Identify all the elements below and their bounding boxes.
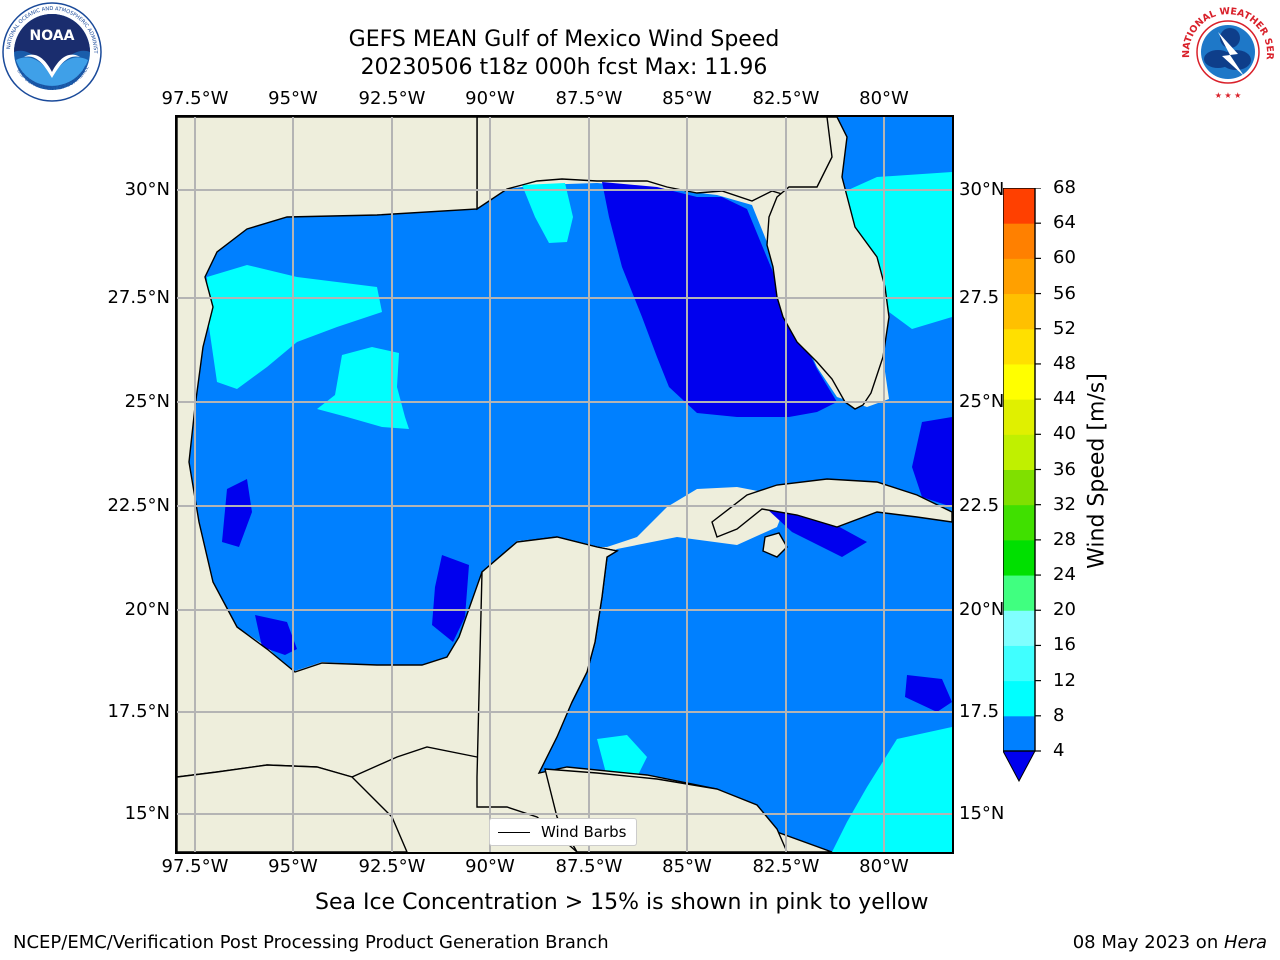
colorbar-tick-label: 36: [1053, 458, 1076, 480]
colorbar-tick-label: 28: [1053, 528, 1076, 550]
colorbar-band: [1003, 188, 1035, 224]
colorbar-band: [1003, 504, 1035, 541]
colorbar-tick-label: 60: [1053, 247, 1076, 269]
legend-label: Wind Barbs: [541, 823, 627, 841]
lon-tick-top: 92.5°W: [358, 88, 426, 109]
lon-tick-bottom: 95°W: [268, 856, 318, 877]
cyan-patch-yucatan: [597, 735, 647, 777]
colorbar-tick-label: 4: [1053, 740, 1065, 761]
colorbar-tick-label: 64: [1053, 212, 1076, 234]
noaa-logo: NOAA NATIONAL OCEANIC AND ATMOSPHERIC AD…: [2, 2, 102, 102]
darkblue-patch-bay-campeche: [432, 555, 469, 642]
cyan-patch-mississippi: [522, 183, 573, 243]
cyan-patch-southeast: [832, 727, 952, 852]
darkblue-patch-west: [222, 479, 252, 547]
lon-tick-bottom: 90°W: [465, 856, 515, 877]
colorbar-tick-label: 32: [1053, 493, 1076, 515]
lat-tick-right: 25°N: [959, 391, 1005, 412]
lon-tick-bottom: 80°W: [859, 856, 909, 877]
legend: Wind Barbs: [489, 818, 637, 846]
lat-tick-right: 17.5: [959, 701, 1000, 722]
lon-tick-bottom: 87.5°W: [555, 856, 623, 877]
lon-tick-bottom: 97.5°W: [161, 856, 229, 877]
lon-tick-top: 95°W: [268, 88, 318, 109]
colorbar-band: [1003, 328, 1035, 365]
lat-tick-right: 20°N: [959, 599, 1005, 620]
colorbar: [1003, 188, 1041, 782]
colorbar-tick-label: 8: [1053, 704, 1065, 726]
lat-tick-left: 30°N: [124, 179, 170, 200]
lon-tick-bottom: 92.5°W: [358, 856, 426, 877]
footer-credit: NCEP/EMC/Verification Post Processing Pr…: [13, 932, 609, 953]
colorbar-band: [1003, 575, 1035, 611]
darkblue-patch-caribbean: [905, 675, 952, 712]
lon-tick-top: 97.5°W: [161, 88, 229, 109]
darkblue-patch-veracruz: [255, 615, 297, 655]
lat-tick-right: 15°N: [959, 803, 1005, 824]
colorbar-tick-label: 52: [1053, 317, 1076, 339]
lat-tick-left: 15°N: [124, 803, 170, 824]
svg-text:NOAA: NOAA: [30, 28, 75, 44]
colorbar-tick-label: 16: [1053, 634, 1076, 656]
cyan-patch-florida-east: [837, 172, 952, 329]
lon-tick-bottom: 85°W: [662, 856, 712, 877]
colorbar-band: [1003, 293, 1035, 330]
wind-speed-map: [177, 117, 952, 852]
colorbar-tick-label: 24: [1053, 564, 1076, 586]
gridlines: [177, 117, 952, 852]
nws-logo: NATIONAL WEATHER SERVICE ★ ★ ★: [1178, 2, 1276, 100]
colorbar-tick-label: 40: [1053, 423, 1076, 445]
colorbar-band: [1003, 610, 1035, 646]
colorbar-label: Wind Speed [m/s]: [1084, 373, 1110, 569]
colorbar-tick-label: 12: [1053, 669, 1076, 691]
chart-title-line1: GEFS MEAN Gulf of Mexico Wind Speed: [348, 27, 780, 52]
colorbar-band: [1003, 539, 1035, 576]
colorbar-band: [1003, 469, 1035, 506]
colorbar-tick-label: 68: [1053, 177, 1076, 198]
colorbar-band: [1003, 363, 1035, 400]
colorbar-band: [1003, 258, 1035, 295]
darkblue-patch-cuba-south: [767, 509, 867, 557]
lat-tick-left: 22.5°N: [107, 495, 170, 516]
colorbar-band: [1003, 223, 1035, 259]
sea-ice-note: Sea Ice Concentration > 15% is shown in …: [315, 890, 929, 915]
colorbar-band: [1003, 434, 1035, 470]
chart-title-line2: 20230506 t18z 000h fcst Max: 11.96: [360, 55, 768, 80]
lat-tick-right: 30°N: [959, 179, 1005, 200]
land-cuba: [711, 478, 952, 538]
colorbar-tick-label: 56: [1053, 282, 1076, 304]
lon-tick-bottom: 82.5°W: [752, 856, 820, 877]
cyan-patch-central: [317, 347, 409, 429]
colorbar-band: [1003, 680, 1035, 717]
lat-tick-left: 17.5°N: [107, 701, 170, 722]
lat-tick-right: 27.5: [959, 287, 1000, 308]
colorbar-band: [1003, 645, 1035, 682]
lon-tick-top: 90°W: [465, 88, 515, 109]
footer-date: 08 May 2023 on Hera: [1073, 932, 1267, 953]
lon-tick-top: 87.5°W: [555, 88, 623, 109]
map-panel[interactable]: [175, 115, 954, 854]
legend-line-swatch: [498, 832, 530, 833]
lat-tick-left: 25°N: [124, 391, 170, 412]
lat-tick-left: 27.5°N: [107, 287, 170, 308]
darkblue-patch-east-gulf: [602, 182, 837, 417]
colorbar-band: [1003, 715, 1035, 752]
colorbar-tick-label: 20: [1053, 599, 1076, 621]
darkblue-patch-straits: [912, 417, 952, 507]
cyan-patch-texas: [207, 265, 382, 389]
lat-tick-left: 20°N: [124, 599, 170, 620]
colorbar-band: [1003, 399, 1035, 435]
colorbar-tick-label: 44: [1053, 388, 1076, 410]
lon-tick-top: 85°W: [662, 88, 712, 109]
footer-date-text: 08 May 2023 on: [1072, 932, 1224, 953]
svg-text:★ ★ ★: ★ ★ ★: [1215, 91, 1242, 100]
lon-tick-top: 82.5°W: [752, 88, 820, 109]
footer-host: Hera: [1223, 932, 1267, 953]
lon-tick-top: 80°W: [859, 88, 909, 109]
lat-tick-right: 22.5: [959, 495, 1000, 516]
land-isle-of-youth: [762, 532, 788, 558]
colorbar-tick-label: 48: [1053, 352, 1076, 374]
